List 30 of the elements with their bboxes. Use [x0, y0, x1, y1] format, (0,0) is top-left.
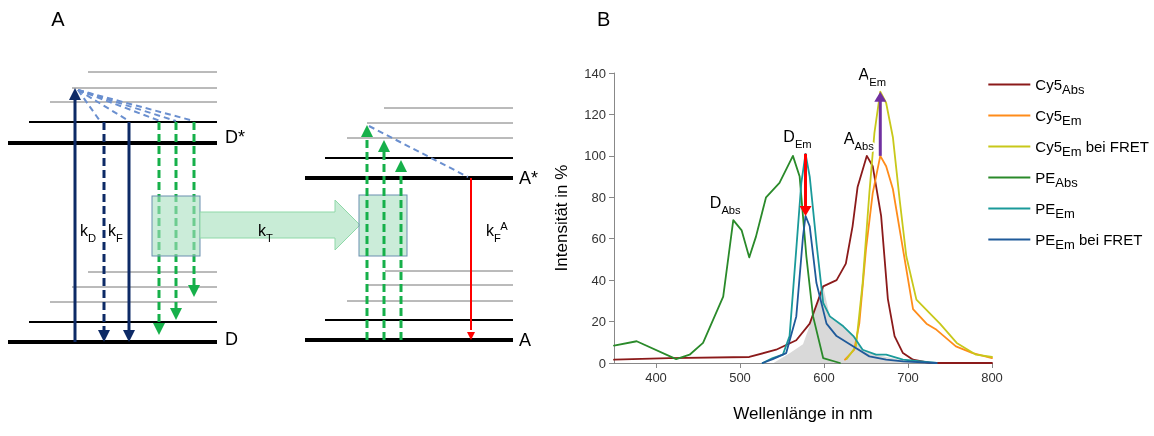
text: D: [225, 329, 238, 349]
y-tick-label: 0: [598, 355, 606, 371]
annotation: A$_{Em}$: [858, 65, 887, 88]
chart-title: B: [597, 8, 611, 30]
x-tick-label: 600: [813, 370, 835, 385]
line-series: [613, 154, 841, 364]
y-tick-label: 100: [584, 148, 606, 164]
line-series: [844, 154, 993, 361]
y-tick-label: 80: [591, 189, 606, 205]
y-tick-label: 120: [584, 106, 606, 122]
line-series: [845, 90, 993, 360]
x-tick-label: 800: [981, 370, 1003, 385]
annotation: D$_{Em}$: [783, 127, 812, 150]
text: A: [519, 330, 532, 350]
text: k$_{F}$: [108, 222, 123, 244]
text: k$_{T}$: [258, 222, 273, 244]
text: D*: [225, 127, 246, 147]
y-tick-label: 60: [591, 231, 606, 247]
x-axis-title: Wellenlänge in nm: [733, 404, 873, 423]
x-tick-label: 700: [897, 370, 919, 385]
y-tick-label: 20: [591, 314, 606, 330]
text: A: [51, 8, 66, 30]
y-axis-title: Intensität in %: [552, 164, 571, 272]
text: A*: [519, 168, 539, 188]
text: k$_{D}$: [80, 222, 97, 244]
x-tick-label: 400: [645, 370, 667, 385]
y-tick-label: 140: [584, 65, 606, 81]
annotation: D$_{Abs}$: [709, 194, 742, 217]
x-tick-label: 500: [729, 370, 751, 385]
y-tick-label: 40: [591, 272, 606, 288]
